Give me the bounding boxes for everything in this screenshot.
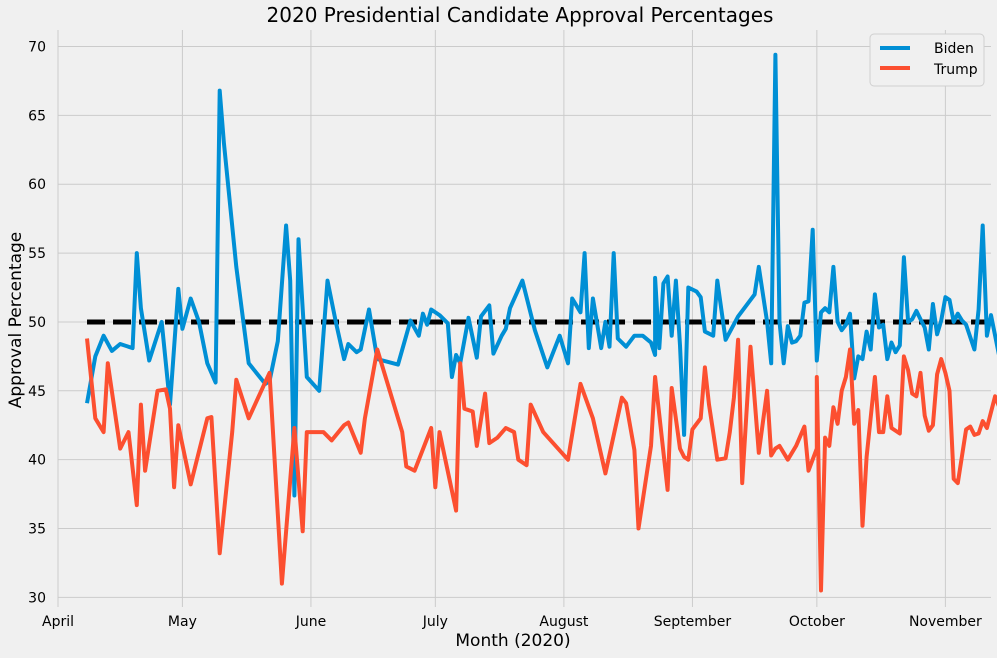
legend-label-biden: Biden [934, 41, 974, 57]
series-lines [85, 52, 997, 593]
x-tick-label: October [789, 614, 845, 630]
x-tick-label: August [539, 614, 589, 630]
x-tick-label: May [168, 614, 197, 630]
y-tick-label: 55 [28, 246, 46, 262]
x-axis-ticks: April May June July August September October No… [42, 614, 982, 630]
x-tick-label: July [422, 614, 448, 630]
y-axis-ticks: 30 35 40 45 50 55 60 65 70 [28, 40, 46, 607]
x-tick-label: April [42, 614, 74, 630]
y-tick-label: 60 [28, 177, 46, 193]
x-tick-label: November [909, 614, 982, 630]
y-tick-label: 65 [28, 108, 46, 124]
y-tick-label: 45 [28, 384, 46, 400]
series-line-biden [85, 52, 997, 498]
y-axis-label: Approval Percentage [6, 232, 26, 408]
y-tick-label: 50 [28, 315, 46, 331]
legend-label-trump: Trump [933, 62, 978, 78]
y-tick-label: 30 [28, 590, 46, 606]
x-tick-label: June [295, 614, 327, 630]
y-tick-label: 70 [28, 40, 46, 56]
y-tick-label: 35 [28, 522, 46, 538]
y-tick-label: 40 [28, 453, 46, 469]
x-tick-label: September [654, 614, 732, 630]
chart-title: 2020 Presidential Candidate Approval Per… [267, 3, 774, 27]
series-line-trump [85, 337, 997, 593]
legend: Biden Trump [869, 33, 985, 87]
x-axis-label: Month (2020) [455, 631, 570, 651]
